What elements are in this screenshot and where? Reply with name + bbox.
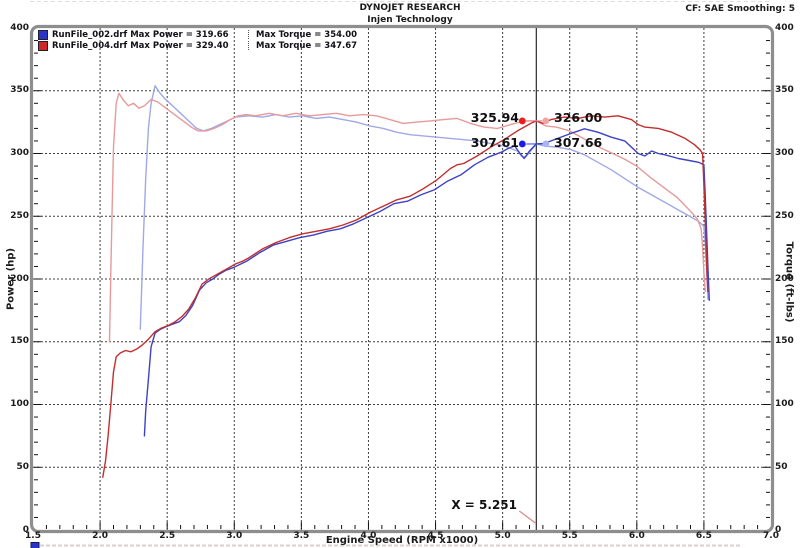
x-axis-title: Engine Speed (RPM x1000) [325,535,479,546]
legend-swatch-red [38,40,48,51]
x-axis-tick-label: 4.5 [427,531,444,541]
legend: RunFile_002.drf Max Power = 319.66 Max T… [38,29,357,51]
x-axis-tick-label: 2.0 [92,531,109,541]
y-axis-tick-label-right: 300 [775,148,794,158]
correction-smoothing-label: CF: SAE Smoothing: 5 [685,4,795,14]
curve-runfile-002-drf-torque [139,84,709,330]
legend-swatch-blue [38,29,48,40]
x-axis-tick-label: 2.5 [159,531,176,541]
x-axis-tick-label: 6.0 [628,531,645,541]
legend-file-name: RunFile_004.drf [52,40,128,51]
x-axis-tick-label: 1.5 [25,531,41,541]
cursor-readout-blue-torque: 307.66 [554,135,603,150]
x-axis-tick-label: 5.0 [494,531,511,541]
legend-file-power-label: RunFile_004.drf Max Power = 329.40 [52,41,248,51]
curve-runfile-004-drf-torque [108,92,706,343]
y-axis-tick-label-left: 200 [10,273,29,284]
y-axis-tick-label-right: 250 [775,210,794,221]
y-axis-tick-label-right: 0 [775,524,782,535]
x-axis-tick-label: 6.5 [695,531,712,541]
y-axis-tick-label-left: 100 [10,399,29,409]
cursor-readout-blue-power: 307.61 [470,135,519,150]
cursor-dot [542,140,550,148]
y-axis-tick-label-left: 250 [10,210,29,221]
page-title: DYNOJET RESEARCH [359,3,461,13]
legend-file-name: RunFile_002.drf [52,29,128,40]
page-subtitle: Injen Technology [367,15,453,25]
legend-max-power: Max Power = 319.66 [130,29,229,40]
cursor-dot [542,117,550,125]
cursor-dot [518,117,526,125]
y-axis-tick-label-left: 350 [10,85,29,96]
x-axis-tick-label: 7.0 [763,531,779,541]
curve-runfile-002-drf-power [143,128,710,437]
curve-runfile-004-drf-power [102,115,709,478]
legend-file-power-label: RunFile_002.drf Max Power = 319.66 [52,30,248,40]
y-axis-tick-label-left: 50 [16,461,29,472]
x-axis-tick-label: 5.5 [561,531,578,541]
bottom-cutoff-legend-swatch [30,542,40,548]
cursor-readout-red-power: 325.94 [470,110,519,125]
x-axis-tick-label: 4.0 [360,531,377,541]
y-axis-tick-label-right: 100 [775,399,794,409]
y-axis-tick-label-left: 400 [10,22,29,33]
legend-max-torque: Max Torque = 354.00 [256,29,358,40]
y-axis-tick-label-right: 200 [775,273,794,284]
legend-max-torque: Max Torque = 347.67 [256,40,358,51]
cursor-x-value-label: X = 5.251 [451,498,517,512]
legend-max-power: Max Power = 329.40 [130,40,229,51]
y-axis-tick-label-right: 150 [775,336,794,347]
cursor-label-leader-line [518,510,536,524]
cursor-readout-red-torque: 326.00 [554,110,603,125]
y-axis-tick-label-right: 350 [775,85,794,96]
cursor-dot [518,140,526,148]
y-axis-tick-label-left: 300 [10,148,29,158]
legend-divider [248,41,249,50]
y-axis-tick-label-left: 150 [10,336,29,347]
y-axis-tick-label-left: 0 [22,524,29,535]
y-axis-tick-label-right: 400 [775,22,794,33]
legend-row: RunFile_004.drf Max Power = 329.40 Max T… [38,40,357,51]
x-axis-tick-label: 3.0 [226,531,243,541]
legend-row: RunFile_002.drf Max Power = 319.66 Max T… [38,29,357,40]
legend-divider [248,30,249,39]
y-axis-tick-label-right: 50 [775,461,788,472]
x-axis-tick-label: 3.5 [293,531,310,541]
plot-border [29,24,775,534]
